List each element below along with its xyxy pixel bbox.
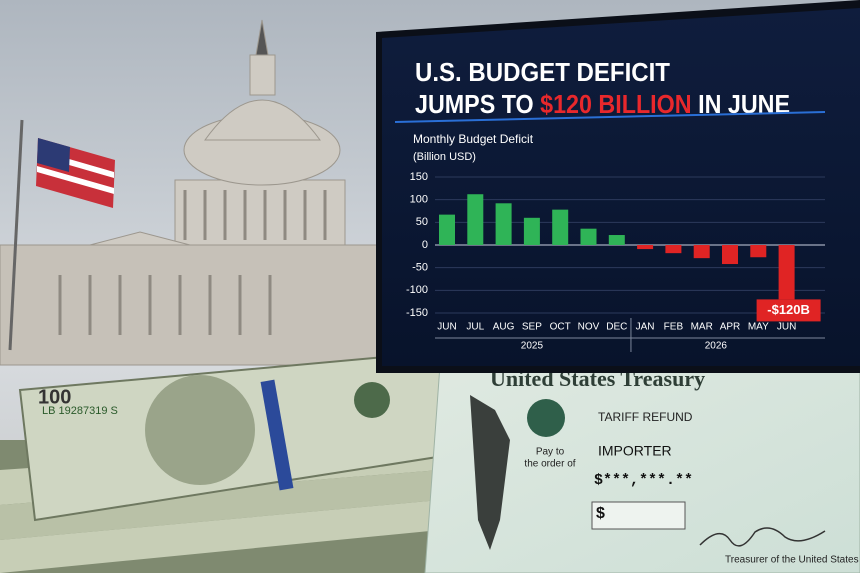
check-payee: IMPORTER xyxy=(598,443,672,459)
bar xyxy=(722,245,738,265)
bill-denomination: 100 xyxy=(38,386,71,408)
x-tick-label: MAR xyxy=(691,322,713,333)
x-tick-label: AUG xyxy=(493,322,515,333)
title-rule xyxy=(394,111,826,123)
bar xyxy=(495,203,512,245)
title-highlight: $120 BILLION xyxy=(540,89,691,119)
amount-box: $ xyxy=(596,505,605,522)
x-tick-label: JAN xyxy=(636,322,655,333)
x-tick-label: APR xyxy=(720,322,741,333)
check-memo: TARIFF REFUND xyxy=(598,410,693,424)
chart-unit: (Billion USD) xyxy=(413,151,476,163)
title-part: JUMPS TO xyxy=(415,89,534,119)
capitol-columns xyxy=(58,190,327,335)
y-tick-label: -100 xyxy=(406,284,428,296)
pay-to: Pay to xyxy=(536,447,565,458)
bill-serial: LB 19287319 S xyxy=(42,405,118,417)
chart-screen: U.S. BUDGET DEFICIT JUMPS TO $120 BILLIO… xyxy=(376,0,860,373)
bar xyxy=(439,214,455,245)
chart-title: U.S. BUDGET DEFICIT xyxy=(415,57,670,87)
bar xyxy=(778,245,795,300)
year-label: 2025 xyxy=(521,341,544,352)
bar xyxy=(693,245,710,259)
bar xyxy=(665,245,682,254)
bar xyxy=(580,228,597,245)
bar xyxy=(637,245,654,250)
bar xyxy=(523,217,540,245)
x-tick-label: NOV xyxy=(578,322,600,333)
x-tick-label: JUN xyxy=(437,322,456,333)
order-of: the order of xyxy=(524,459,575,470)
check: United States Treasury TARIFF REFUND Pay… xyxy=(424,364,860,573)
x-tick-label: DEC xyxy=(606,322,627,333)
money-stack: 100 LB 19287319 S xyxy=(0,350,452,573)
bar xyxy=(467,194,484,245)
bar xyxy=(750,245,767,258)
y-tick-label: -150 xyxy=(406,307,428,319)
y-tick-label: 0 xyxy=(422,239,428,251)
y-tick-label: 100 xyxy=(410,194,428,206)
y-tick-label: 150 xyxy=(410,171,428,183)
check-signer: Treasurer of the United States xyxy=(725,555,859,566)
capitol xyxy=(0,19,381,366)
chart-title-line2: JUMPS TO $120 BILLION IN JUNE xyxy=(415,89,790,119)
year-label: 2026 xyxy=(705,341,728,352)
x-tick-label: OCT xyxy=(550,322,571,333)
x-tick-label: MAY xyxy=(748,322,769,333)
value-label-box xyxy=(756,299,821,322)
chart-subtitle: Monthly Budget Deficit xyxy=(413,132,534,146)
value-label: -$120B xyxy=(767,302,810,317)
x-tick-label: FEB xyxy=(664,322,684,333)
x-tick-label: SEP xyxy=(522,322,542,333)
bar xyxy=(552,209,569,245)
x-tick-label: JUL xyxy=(466,322,484,333)
x-tick-label: JUN xyxy=(777,322,796,333)
bar xyxy=(608,235,625,245)
check-amount: $***,***.** xyxy=(594,472,693,489)
flag xyxy=(8,119,115,351)
y-tick-label: -50 xyxy=(412,262,428,274)
y-tick-label: 50 xyxy=(416,216,428,228)
